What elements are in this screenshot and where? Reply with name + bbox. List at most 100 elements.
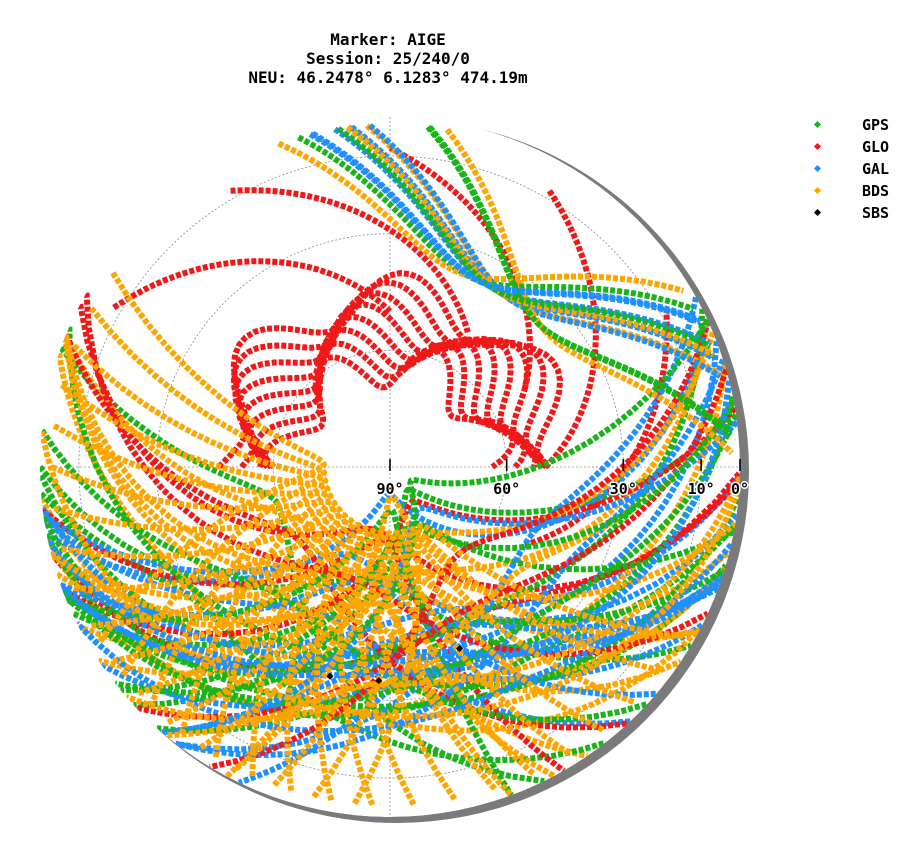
track-path xyxy=(88,306,328,677)
legend-item-gps: GPS xyxy=(812,115,912,137)
elevation-tick-label: 10° xyxy=(688,480,715,498)
track-bds xyxy=(52,423,334,758)
track-glo xyxy=(245,326,539,470)
track-gal xyxy=(58,380,733,679)
track-glo xyxy=(261,346,517,470)
track-bds xyxy=(59,382,331,735)
track-gal xyxy=(311,131,702,325)
track-glo xyxy=(77,303,740,593)
track-glo xyxy=(232,290,549,470)
track-path xyxy=(523,307,670,548)
sbs-point xyxy=(375,677,383,685)
track-path xyxy=(40,507,566,774)
legend-item-bds: BDS xyxy=(812,181,912,203)
gps-marker xyxy=(813,120,822,129)
track-path xyxy=(40,430,740,720)
track-path xyxy=(74,517,376,806)
track-path xyxy=(174,358,726,759)
track-path xyxy=(58,380,733,679)
track-gps xyxy=(40,491,607,764)
track-gps xyxy=(114,318,711,696)
title-position: NEU: 46.2478° 6.1283° 474.19m xyxy=(248,68,528,87)
track-gal xyxy=(175,296,700,753)
track-path xyxy=(59,382,331,735)
track-path xyxy=(52,423,334,758)
track-path xyxy=(230,187,471,334)
legend-label: GAL xyxy=(862,160,890,178)
legend-label: BDS xyxy=(862,182,890,200)
track-bds xyxy=(91,521,417,806)
track-path xyxy=(72,343,329,708)
track-path xyxy=(311,526,661,799)
track-path xyxy=(427,125,733,438)
gal-marker xyxy=(813,164,822,173)
track-path xyxy=(199,530,572,757)
track-path xyxy=(239,313,548,470)
track-path xyxy=(272,528,635,787)
track-bds xyxy=(137,527,497,791)
track-bds xyxy=(53,505,343,791)
track-path xyxy=(40,491,607,764)
track-bds xyxy=(166,529,536,776)
track-bds xyxy=(224,491,699,779)
legend-item-glo: GLO xyxy=(812,137,912,159)
track-path xyxy=(277,140,685,294)
track-glo xyxy=(523,307,670,548)
track-bds xyxy=(72,343,329,708)
legend-label: GLO xyxy=(862,138,890,156)
track-bds xyxy=(234,529,605,771)
track-glo xyxy=(112,258,393,314)
elevation-tick-label: 90° xyxy=(376,480,403,498)
title-session: Session: 25/240/0 xyxy=(306,49,470,68)
elevation-tick-label: 30° xyxy=(610,480,637,498)
title-marker: Marker: AIGE xyxy=(330,30,446,49)
track-path xyxy=(91,521,417,806)
track-bds xyxy=(345,125,715,358)
track-bds xyxy=(199,530,572,757)
track-gal xyxy=(174,358,726,759)
satellite-tracks xyxy=(40,123,740,806)
track-path xyxy=(311,131,702,325)
track-path xyxy=(216,270,563,470)
track-path xyxy=(58,345,545,785)
legend-label: GPS xyxy=(862,116,890,134)
track-bds xyxy=(165,475,740,739)
legend-label: SBS xyxy=(862,204,890,222)
track-gps xyxy=(58,345,545,785)
chart-title: Marker: AIGE Session: 25/240/0 NEU: 46.2… xyxy=(0,30,776,87)
track-bds xyxy=(97,271,327,644)
track-bds xyxy=(277,140,685,294)
track-path xyxy=(175,296,700,753)
track-glo xyxy=(40,507,566,774)
legend: GPS GLO GAL BDS SBS xyxy=(812,115,912,225)
sbs-point xyxy=(456,644,464,653)
track-path xyxy=(50,464,338,777)
track-path xyxy=(165,475,740,739)
track-path xyxy=(112,258,393,314)
track-bds xyxy=(88,306,328,677)
track-bds xyxy=(74,517,376,806)
bds-marker xyxy=(813,186,822,195)
track-path xyxy=(77,303,740,593)
track-gps xyxy=(40,428,649,723)
track-glo xyxy=(543,189,599,470)
sbs-marker xyxy=(813,208,822,217)
track-gps xyxy=(427,125,733,438)
track-bds xyxy=(272,528,635,787)
track-glo xyxy=(230,187,471,334)
track-path xyxy=(543,189,599,470)
track-path xyxy=(232,290,549,470)
track-path xyxy=(345,125,715,358)
legend-item-gal: GAL xyxy=(812,159,912,181)
track-path xyxy=(245,326,539,470)
plot-area xyxy=(40,117,740,817)
track-bds xyxy=(61,511,349,801)
elevation-tick-label: 0° xyxy=(731,480,749,498)
track-glo xyxy=(216,270,563,470)
track-path xyxy=(166,529,536,776)
track-path xyxy=(235,301,551,469)
track-bds xyxy=(311,526,661,799)
legend-item-sbs: SBS xyxy=(812,203,912,225)
track-bds xyxy=(351,522,684,805)
elevation-axis: 90° 60° 30° 10° 0° xyxy=(375,459,751,500)
